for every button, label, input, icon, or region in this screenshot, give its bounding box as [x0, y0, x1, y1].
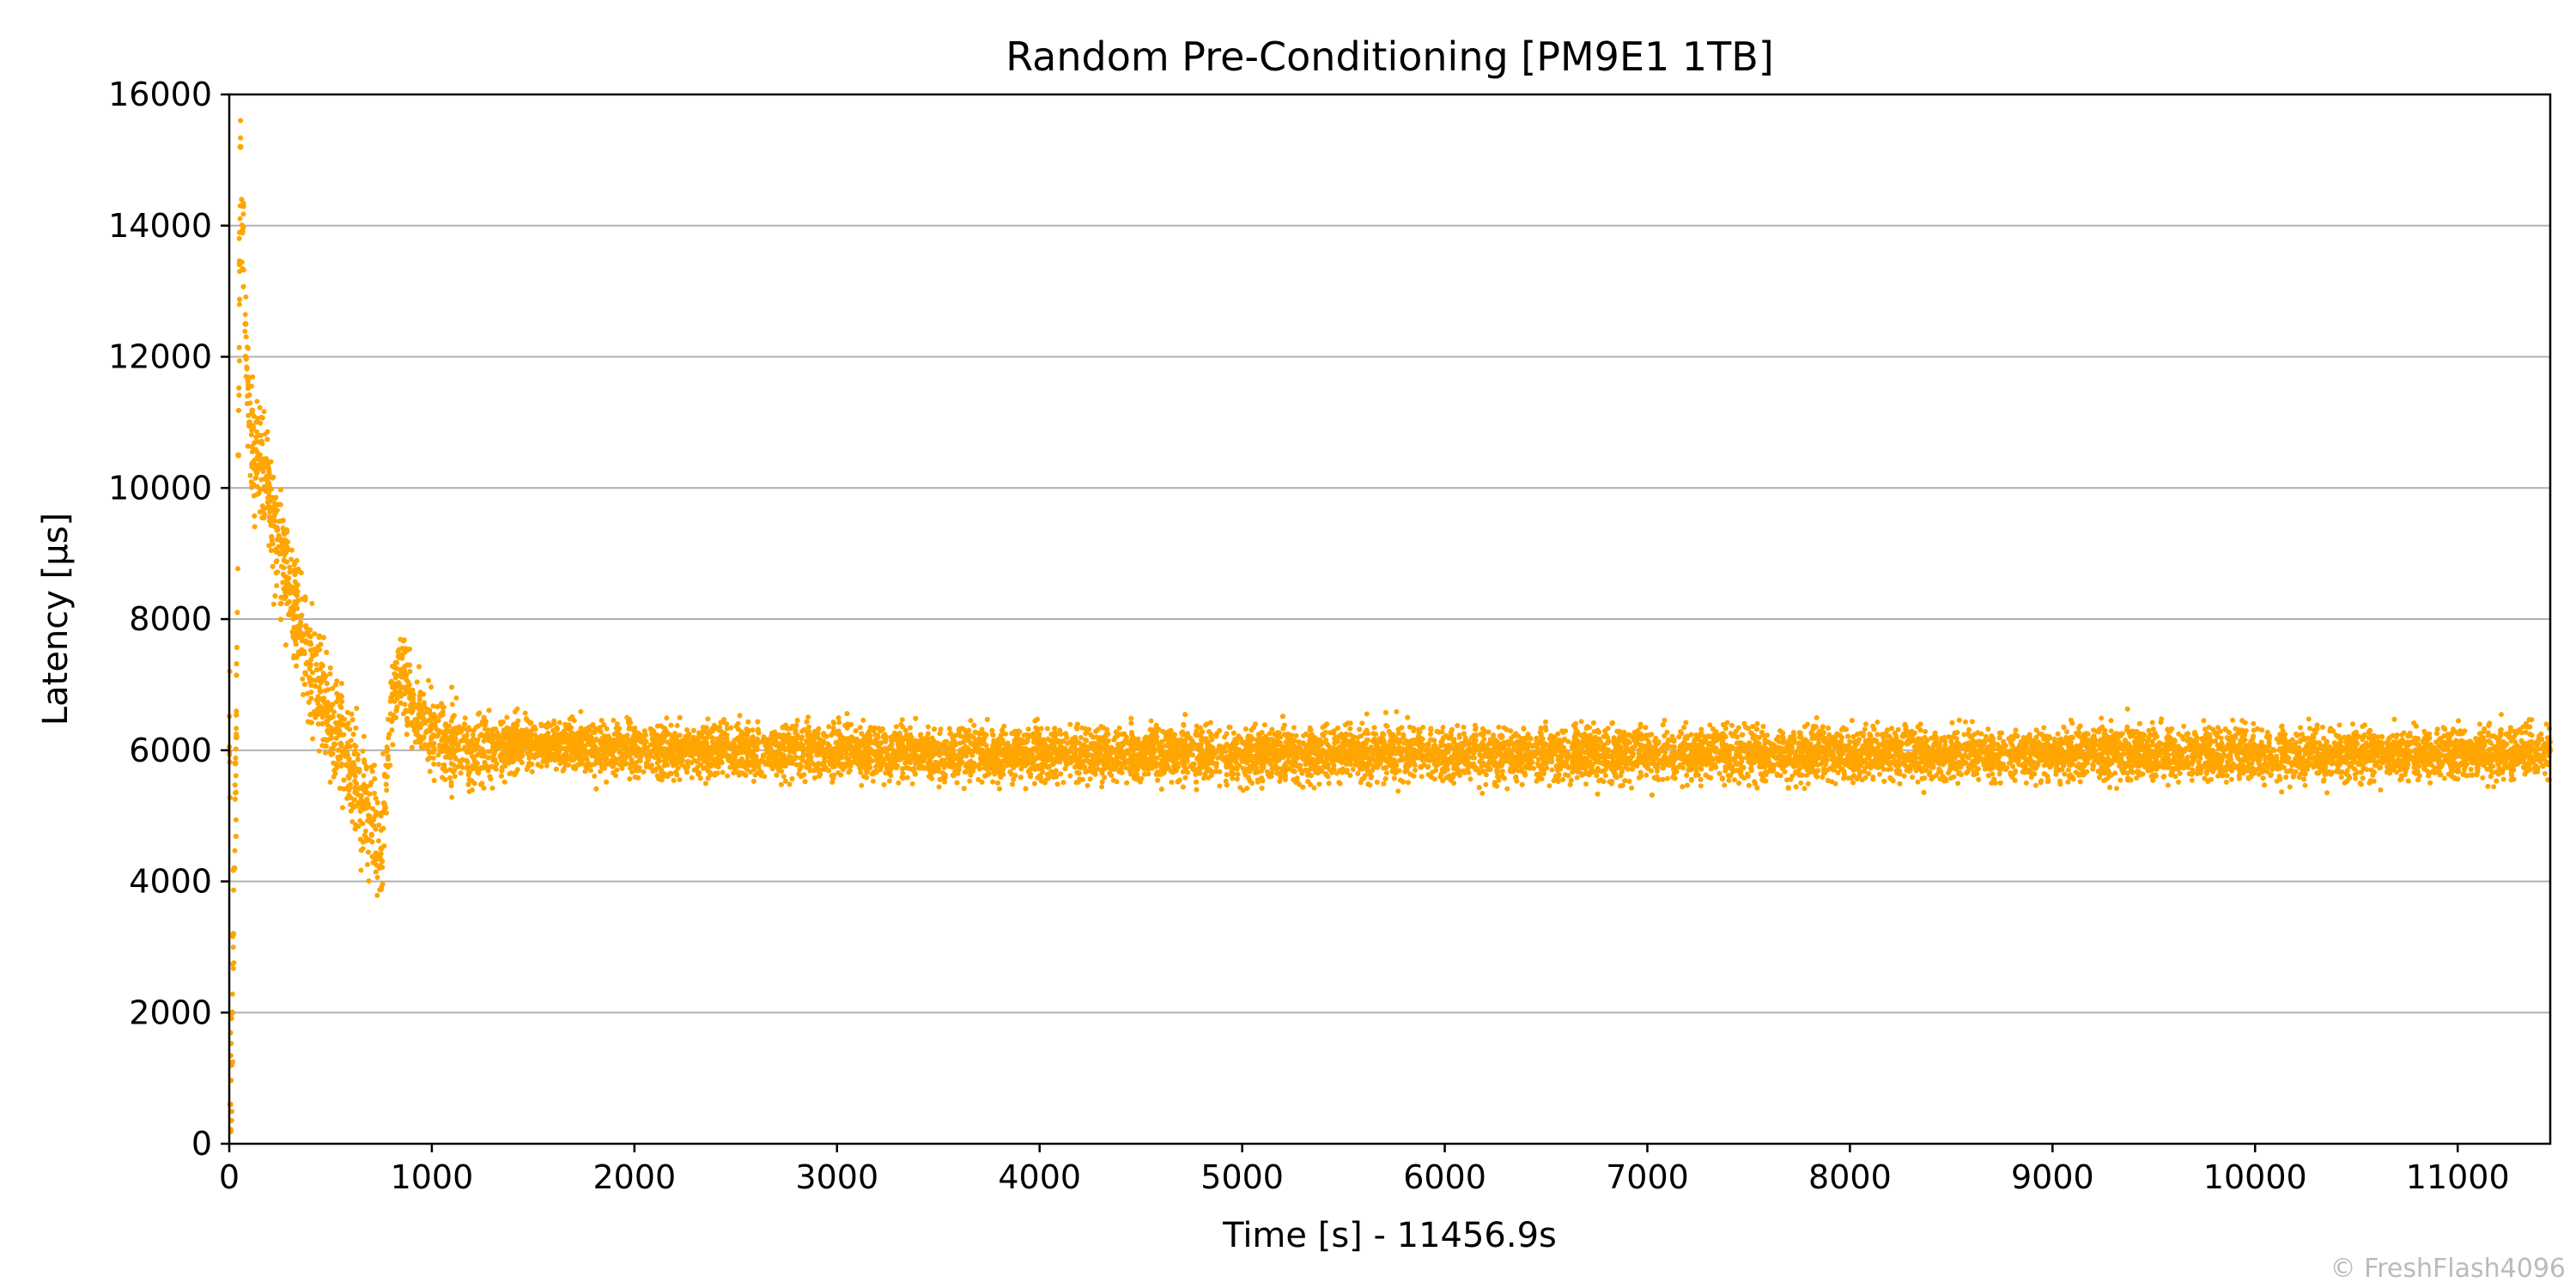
- scatter-point: [254, 398, 260, 404]
- scatter-point: [386, 716, 391, 722]
- scatter-point: [1966, 726, 1972, 732]
- scatter-point: [243, 294, 249, 300]
- scatter-point: [835, 770, 841, 775]
- scatter-point: [1832, 781, 1838, 787]
- scatter-point: [2223, 779, 2229, 785]
- scatter-point: [2336, 722, 2342, 728]
- scatter-point: [2353, 775, 2359, 781]
- scatter-point: [1359, 720, 1365, 726]
- scatter-point: [614, 767, 620, 773]
- scatter-point: [1316, 781, 1322, 787]
- scatter-point: [2350, 721, 2355, 727]
- scatter-point: [1461, 731, 1467, 737]
- scatter-point: [936, 784, 942, 790]
- scatter-point: [904, 775, 910, 781]
- scatter-point: [2032, 782, 2038, 788]
- scatter-point: [236, 235, 242, 241]
- scatter-point: [1983, 733, 1989, 739]
- scatter-point: [1874, 720, 1880, 725]
- scatter-point: [233, 773, 239, 779]
- scatter-point: [2112, 770, 2118, 776]
- points-layer: [227, 118, 2554, 1134]
- scatter-point: [1479, 790, 1485, 796]
- scatter-point: [942, 779, 948, 785]
- scatter-point: [233, 817, 239, 823]
- scatter-point: [2172, 774, 2178, 780]
- scatter-point: [1099, 784, 1105, 790]
- scatter-point: [489, 785, 495, 791]
- scatter-point: [867, 725, 873, 731]
- scatter-point: [2359, 769, 2365, 775]
- scatter-point: [310, 736, 316, 742]
- scatter-point: [870, 778, 876, 784]
- scatter-point: [2206, 725, 2212, 731]
- scatter-point: [352, 785, 357, 791]
- scatter-point: [313, 661, 319, 667]
- scatter-point: [2189, 777, 2195, 783]
- scatter-point: [1087, 776, 1093, 782]
- scatter-point: [1235, 771, 1241, 777]
- scatter-point: [414, 679, 420, 685]
- scatter-point: [363, 828, 368, 834]
- scatter-point: [938, 726, 944, 732]
- scatter-point: [236, 301, 242, 307]
- scatter-point: [1128, 720, 1134, 726]
- scatter-point: [430, 755, 436, 761]
- scatter-point: [2542, 770, 2548, 776]
- scatter-point: [370, 805, 376, 811]
- scatter-point: [2476, 721, 2482, 727]
- scatter-point: [236, 358, 242, 364]
- scatter-point: [674, 723, 680, 728]
- scatter-point: [2306, 716, 2312, 722]
